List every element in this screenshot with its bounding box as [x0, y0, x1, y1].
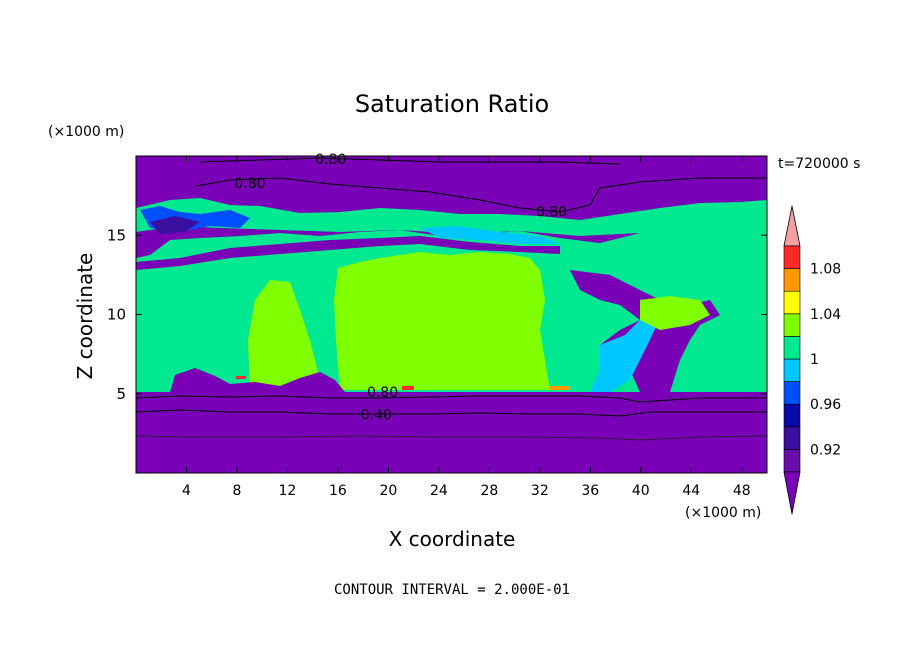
- colorbar-swatch: [783, 449, 801, 473]
- y-tick-label: 10: [107, 306, 126, 324]
- region-upper-streak: [136, 198, 767, 236]
- contour-label: 0.40: [361, 407, 392, 423]
- chart-title: Saturation Ratio: [355, 90, 549, 118]
- x-axis: 4 8 12 16 20 24 28 32 36 40 44 48: [182, 156, 751, 499]
- colorbar-label: 0.96: [810, 397, 841, 413]
- region-red-sliver-2: [236, 376, 246, 379]
- region-lower-bumps: [170, 368, 345, 392]
- contour-interval-footer: CONTOUR INTERVAL = 2.000E-01: [334, 582, 570, 598]
- x-tick-label: 48: [733, 483, 751, 499]
- colorbar-label: 1.08: [810, 262, 841, 278]
- colorbar-swatch: [783, 358, 801, 382]
- x-tick-label: 8: [232, 483, 241, 499]
- region-blue-right: [590, 318, 660, 392]
- y-tick-label: 5: [116, 385, 126, 403]
- y-axis-label: Z coordinate: [73, 253, 97, 380]
- x-tick-label: 4: [182, 483, 191, 499]
- colorbar-swatch: [783, 426, 801, 450]
- colorbar-swatch: [783, 381, 801, 405]
- contour-line-4km: [136, 409, 767, 417]
- colorbar: 1.08 1.04 1 0.96 0.92: [783, 205, 841, 515]
- x-tick-label: 24: [430, 483, 448, 499]
- contour-label: 0.80: [536, 204, 567, 220]
- x-axis-label: X coordinate: [389, 527, 516, 551]
- region-blue-patches-2: [420, 226, 560, 244]
- contour-line-top: [199, 157, 621, 165]
- colorbar-swatch: [783, 268, 801, 292]
- colorbar-swatch: [783, 245, 801, 269]
- x-tick-label: 32: [531, 483, 549, 499]
- x-tick-label: 20: [379, 483, 397, 499]
- y-unit-label: (×1000 m): [48, 124, 124, 140]
- region-orange-sliver-1: [550, 386, 570, 390]
- region-yellowgreen-left: [248, 280, 320, 390]
- contour-labels: 0.80 0.80 0.80 0.80 0.40: [234, 152, 567, 423]
- time-label: t=720000 s: [778, 156, 860, 172]
- colorbar-swatch: [783, 403, 801, 428]
- x-tick-label: 40: [632, 483, 650, 499]
- region-red-sliver-1: [402, 386, 414, 390]
- contour-label: 0.80: [367, 385, 398, 401]
- colorbar-swatch: [783, 313, 801, 337]
- x-tick-label: 12: [279, 483, 297, 499]
- contour-line-lower: [136, 435, 767, 441]
- region-yellowgreen-right: [640, 296, 710, 330]
- region-lower-layer: [136, 392, 767, 473]
- colorbar-under-arrow: [783, 471, 801, 515]
- region-blue-patches-3: [150, 216, 200, 234]
- contour-label: 0.80: [234, 176, 265, 192]
- contour-line-upper: [195, 177, 767, 213]
- x-tick-label: 44: [682, 483, 700, 499]
- x-tick-label: 28: [480, 483, 498, 499]
- x-tick-label: 36: [581, 483, 599, 499]
- colorbar-swatch: [783, 336, 801, 360]
- colorbar-over-arrow: [783, 205, 801, 247]
- colorbar-swatch: [783, 290, 801, 315]
- colorbar-label: 1.04: [810, 307, 841, 323]
- y-axis: 5 10 15: [107, 226, 767, 403]
- y-tick-label: 15: [107, 226, 126, 244]
- colorbar-label: 1: [810, 352, 819, 368]
- region-purple-band-13km: [136, 236, 560, 270]
- contour-line-5km: [136, 395, 767, 403]
- region-yellowgreen-core: [334, 252, 550, 390]
- x-tick-label: 16: [329, 483, 347, 499]
- x-unit-label: (×1000 m): [685, 505, 761, 521]
- plot-area: [136, 156, 767, 473]
- contour-label: 0.80: [315, 152, 346, 168]
- colorbar-label: 0.92: [810, 442, 841, 458]
